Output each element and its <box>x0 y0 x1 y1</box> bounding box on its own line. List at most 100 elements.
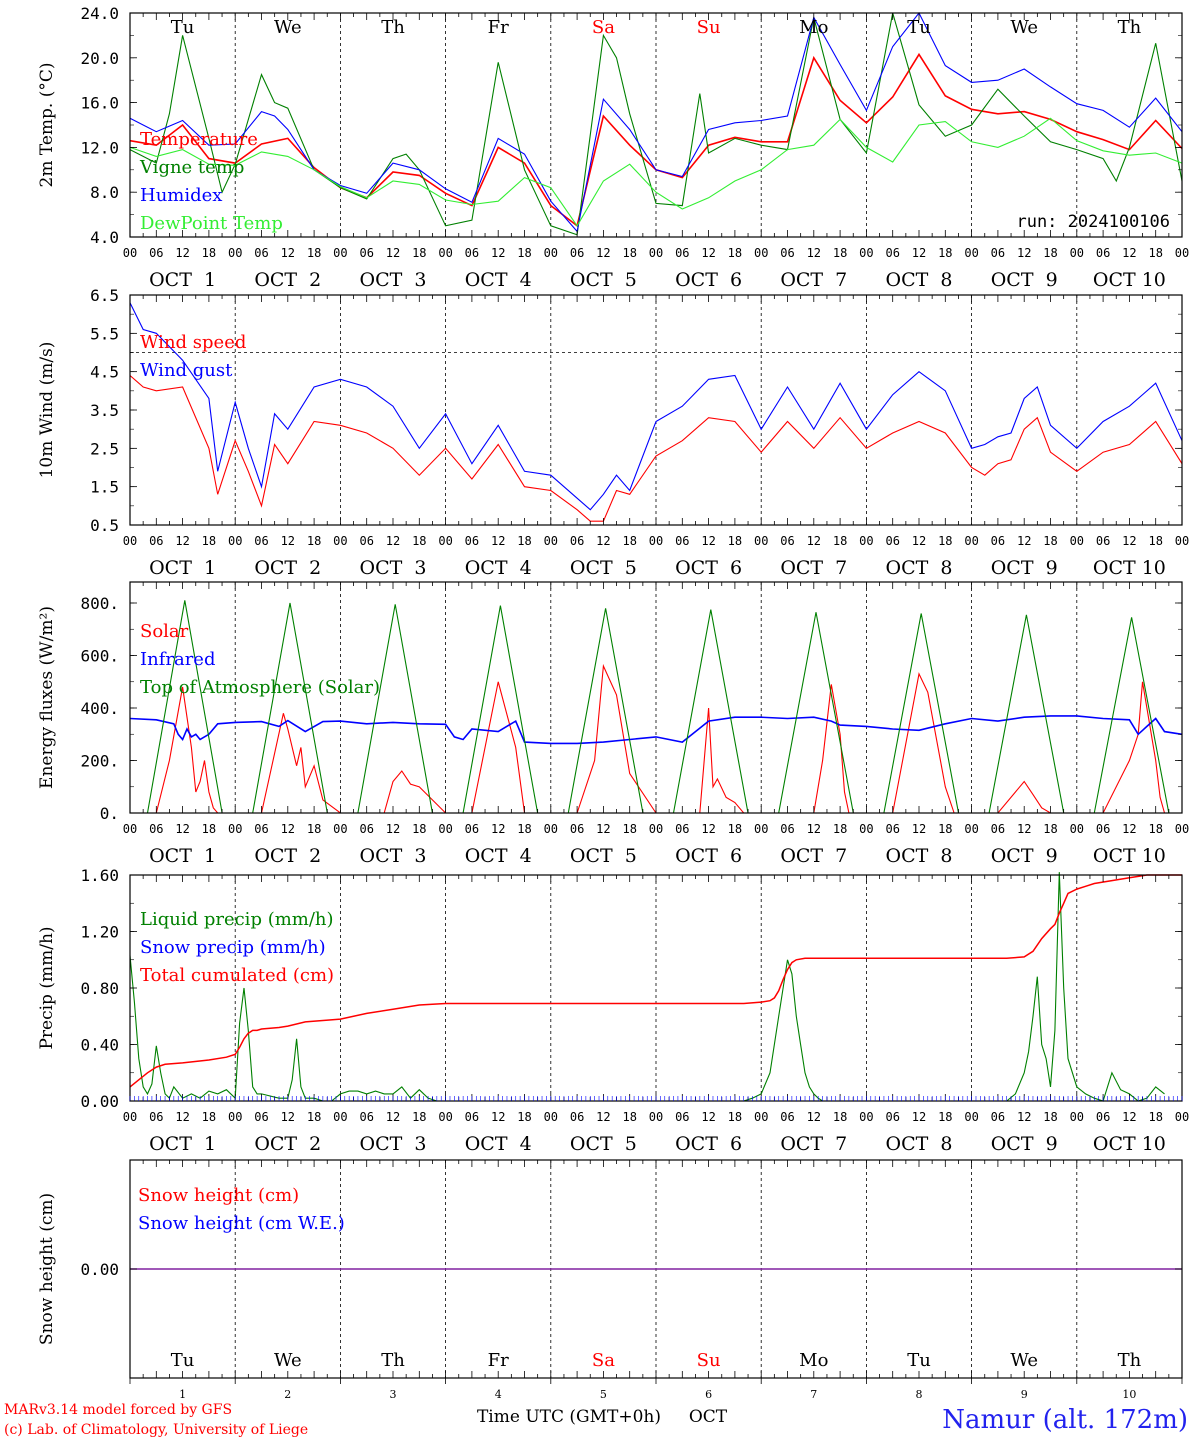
day-name-top: Th <box>381 17 405 38</box>
x-tick-label: 00 <box>859 246 873 260</box>
legend-entry: Snow precip (mm/h) <box>140 937 326 958</box>
y-tick-label: 0.40 <box>80 1036 119 1055</box>
y-tick-label: 1.5 <box>90 478 119 497</box>
x-tick-label: 06 <box>780 822 794 836</box>
y-tick-label: 4.5 <box>90 363 119 382</box>
day-name-bottom: Mo <box>799 1350 828 1371</box>
x-tick-label: 18 <box>1043 1110 1057 1124</box>
x-tick-label: 06 <box>465 1110 479 1124</box>
x-tick-label: 06 <box>675 1110 689 1124</box>
x-tick-label: 12 <box>701 246 715 260</box>
x-tick-label: 06 <box>149 822 163 836</box>
x-tick-label: 06 <box>885 246 899 260</box>
day-number: 3 <box>390 1388 397 1401</box>
x-tick-label: 12 <box>912 822 926 836</box>
date-label: OCT 5 <box>570 845 637 867</box>
date-label: OCT 10 <box>1093 557 1166 579</box>
x-tick-label: 06 <box>991 534 1005 548</box>
x-tick-label: 18 <box>1148 822 1162 836</box>
x-tick-label: 12 <box>1122 246 1136 260</box>
x-tick-label: 18 <box>622 1110 636 1124</box>
day-name-top: Sa <box>592 17 615 38</box>
x-tick-label: 12 <box>807 246 821 260</box>
day-name-top: Tu <box>907 17 931 38</box>
x-tick-label: 18 <box>728 1110 742 1124</box>
y-tick-label: 800. <box>80 594 119 613</box>
x-tick-label: 06 <box>149 246 163 260</box>
x-tick-label: 00 <box>544 822 558 836</box>
x-tick-label: 18 <box>1043 534 1057 548</box>
x-tick-label: 18 <box>517 822 531 836</box>
x-tick-label: 06 <box>570 534 584 548</box>
date-label: OCT 7 <box>780 269 847 291</box>
series-liquid-precip-mm-h <box>129 872 1165 1102</box>
x-tick-label: 00 <box>438 246 452 260</box>
day-name-bottom: Tu <box>907 1350 931 1371</box>
x-tick-label: 12 <box>281 246 295 260</box>
x-tick-label: 06 <box>885 1110 899 1124</box>
x-tick-label: 00 <box>649 246 663 260</box>
x-tick-label: 06 <box>570 1110 584 1124</box>
x-tick-label: 12 <box>175 534 189 548</box>
run-annotation: run: 2024100106 <box>1016 212 1170 232</box>
x-tick-label: 00 <box>1070 1110 1084 1124</box>
x-tick-label: 12 <box>386 246 400 260</box>
x-tick-label: 00 <box>754 534 768 548</box>
day-number: 9 <box>1021 1388 1028 1401</box>
x-tick-label: 06 <box>885 822 899 836</box>
day-number: 8 <box>916 1388 923 1401</box>
x-tick-label: 12 <box>491 534 505 548</box>
day-name-bottom: Th <box>381 1350 405 1371</box>
x-tick-label: 18 <box>1148 534 1162 548</box>
series-infrared <box>129 715 1183 745</box>
date-label: OCT 10 <box>1093 845 1166 867</box>
x-tick-label: 00 <box>649 534 663 548</box>
y-tick-label: 16.0 <box>80 94 119 113</box>
x-tick-label: 06 <box>359 1110 373 1124</box>
date-label: OCT 1 <box>149 269 216 291</box>
date-label: OCT 7 <box>780 845 847 867</box>
x-tick-label: 06 <box>675 534 689 548</box>
legend-entry: Solar <box>140 621 189 642</box>
x-tick-label: 00 <box>438 822 452 836</box>
y-tick-label: 1.20 <box>80 923 119 942</box>
x-tick-label: 00 <box>228 246 242 260</box>
x-tick-label: 00 <box>964 1110 978 1124</box>
x-tick-label: 00 <box>123 534 137 548</box>
legend-entry: Wind gust <box>140 360 233 381</box>
x-tick-label: 06 <box>780 1110 794 1124</box>
model-credit: MARv3.14 model forced by GFS <box>4 1402 232 1418</box>
x-tick-label: 18 <box>307 534 321 548</box>
panel-4: 0.00 0.40 0.80 1.20 1.60 Precip (mm/h) Liquid … <box>37 866 1189 1155</box>
x-tick-label: 18 <box>202 1110 216 1124</box>
x-tick-label: 00 <box>228 534 242 548</box>
x-tick-label: 12 <box>175 1110 189 1124</box>
x-tick-label: 12 <box>596 822 610 836</box>
panel-2: 0.5 1.5 2.5 3.5 4.5 5.5 6.5 10m Wind (m/s) Wind … <box>37 286 1189 579</box>
y-tick-label: 0.00 <box>80 1260 119 1279</box>
x-tick-label: 18 <box>412 822 426 836</box>
y-tick-label: 5.5 <box>90 324 119 343</box>
legend-entry: Humidex <box>140 185 222 206</box>
y-tick-label: 8.0 <box>90 183 119 202</box>
series-wind-speed <box>129 375 1183 522</box>
y-tick-label: 1.60 <box>80 866 119 885</box>
x-tick-label: 00 <box>754 1110 768 1124</box>
x-tick-label: 00 <box>964 534 978 548</box>
series-wind-gust <box>129 302 1183 511</box>
date-label: OCT 8 <box>886 1133 953 1155</box>
y-axis-title: Precip (mm/h) <box>37 926 57 1049</box>
x-tick-label: 12 <box>1122 534 1136 548</box>
x-tick-label: 06 <box>465 822 479 836</box>
x-tick-label: 18 <box>938 822 952 836</box>
x-tick-label: 00 <box>544 1110 558 1124</box>
x-tick-label: 00 <box>649 1110 663 1124</box>
date-label: OCT 8 <box>886 845 953 867</box>
lab-credit: (c) Lab. of Climatology, University of L… <box>4 1422 308 1438</box>
y-axis-title: Energy fluxes (W/m²) <box>37 606 57 789</box>
x-tick-label: 00 <box>1070 822 1084 836</box>
x-tick-label: 12 <box>1017 822 1031 836</box>
x-tick-label: 12 <box>281 534 295 548</box>
x-tick-label: 00 <box>754 246 768 260</box>
